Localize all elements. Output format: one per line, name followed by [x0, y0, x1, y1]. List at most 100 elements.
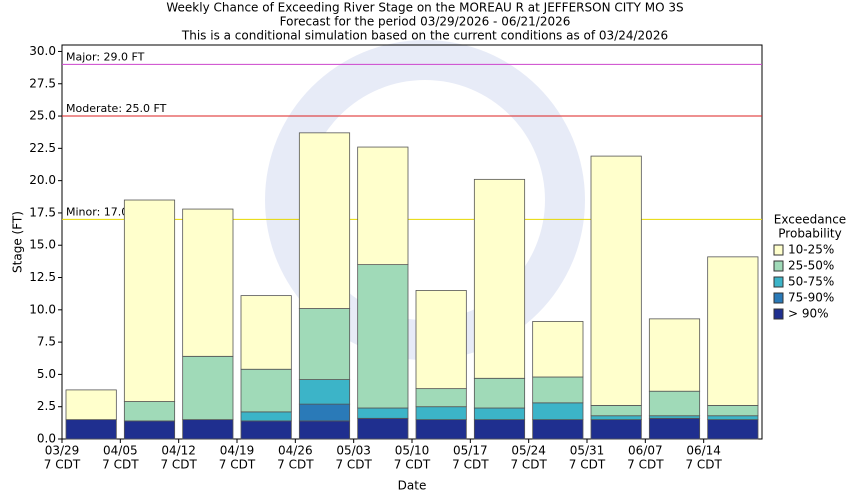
- bar-segment: [707, 419, 759, 440]
- legend-swatch: [773, 260, 784, 272]
- x-tick-label: 04/26: [278, 444, 313, 458]
- y-tick-label: 15.0: [29, 238, 56, 252]
- bar-segment: [648, 390, 701, 417]
- x-tick-label: 05/03: [336, 444, 371, 458]
- bar-segment: [298, 420, 351, 440]
- legend-label: 10-25%: [788, 243, 834, 257]
- bar-segment: [240, 420, 292, 440]
- bar-segment: [240, 295, 292, 370]
- legend-swatch: [773, 276, 784, 288]
- bar-segment: [415, 388, 467, 408]
- bar-segment: [65, 419, 117, 440]
- bar-segment: [532, 376, 584, 404]
- y-tick-label: 30.0: [29, 44, 56, 58]
- legend-title: Probability: [778, 227, 841, 241]
- y-tick-label: 2.5: [37, 399, 56, 413]
- bar-segment: [123, 401, 176, 422]
- bar-segment: [707, 405, 759, 417]
- y-tick-label: 17.5: [29, 205, 56, 219]
- x-tick-label: 05/31: [570, 444, 605, 458]
- legend-label: 25-50%: [788, 259, 834, 273]
- bar-segment: [532, 419, 584, 440]
- x-tick-label: 05/17: [453, 444, 488, 458]
- bar-segment: [473, 178, 526, 379]
- legend-swatch: [773, 292, 784, 304]
- x-tick-label: 04/19: [220, 444, 255, 458]
- legend-swatch: [773, 308, 784, 320]
- bar-segment: [240, 368, 292, 413]
- x-tick-label: 06/14: [686, 444, 721, 458]
- legend-label: > 90%: [788, 307, 829, 321]
- x-tick-time: 7 CDT: [335, 458, 372, 472]
- bar-segment: [532, 321, 584, 378]
- x-tick-time: 7 CDT: [219, 458, 256, 472]
- x-axis-label: Date: [398, 479, 427, 493]
- bar-segment: [415, 419, 467, 440]
- bar-segment: [182, 208, 234, 357]
- x-tick-time: 7 CDT: [510, 458, 547, 472]
- x-tick-label: 04/12: [161, 444, 196, 458]
- y-tick-label: 5.0: [37, 367, 56, 381]
- y-tick-label: 22.5: [29, 141, 56, 155]
- y-tick-label: 12.5: [29, 270, 56, 284]
- bar-segment: [298, 403, 351, 422]
- x-tick-label: 06/07: [628, 444, 663, 458]
- bar-segment: [182, 419, 234, 440]
- bar-segment: [415, 406, 467, 421]
- y-tick-label: 0.0: [37, 432, 56, 446]
- threshold-label: Major: 29.0 FT: [66, 50, 145, 63]
- x-tick-time: 7 CDT: [627, 458, 664, 472]
- chart-title: Weekly Chance of Exceeding River Stage o…: [166, 1, 683, 15]
- bar-segment: [123, 420, 176, 440]
- y-tick-label: 10.0: [29, 302, 56, 316]
- legend-label: 75-90%: [788, 291, 834, 305]
- x-tick-time: 7 CDT: [160, 458, 197, 472]
- bar-segment: [590, 155, 642, 406]
- x-tick-label: 05/10: [395, 444, 430, 458]
- x-tick-time: 7 CDT: [394, 458, 431, 472]
- bar-segment: [590, 415, 642, 421]
- bar-segment: [298, 308, 351, 380]
- x-tick-label: 05/24: [511, 444, 546, 458]
- bar-segment: [357, 417, 409, 440]
- bar-segment: [298, 132, 351, 309]
- y-tick-label: 20.0: [29, 173, 56, 187]
- legend-title: Exceedance: [774, 213, 846, 227]
- bar-segment: [473, 377, 526, 409]
- bar-segment: [357, 264, 409, 409]
- x-tick-label: 04/05: [103, 444, 138, 458]
- bar-segment: [357, 146, 409, 266]
- x-tick-label: 03/29: [45, 444, 80, 458]
- legend-swatch: [773, 244, 784, 256]
- y-tick-label: 25.0: [29, 109, 56, 123]
- bar-segment: [532, 402, 584, 421]
- bar-segment: [357, 407, 409, 419]
- bar-segment: [648, 318, 701, 392]
- chart-subtitle: This is a conditional simulation based o…: [181, 29, 668, 43]
- y-tick-label: 27.5: [29, 76, 56, 90]
- y-axis-label: Stage (FT): [11, 211, 25, 273]
- bar-segment: [415, 290, 467, 390]
- bar-segment: [182, 355, 234, 421]
- x-tick-time: 7 CDT: [685, 458, 722, 472]
- x-tick-time: 7 CDT: [44, 458, 81, 472]
- threshold-label: Moderate: 25.0 FT: [66, 102, 167, 115]
- x-tick-time: 7 CDT: [102, 458, 139, 472]
- bar-segment: [123, 199, 176, 402]
- chart-subtitle: Forecast for the period 03/29/2026 - 06/…: [280, 15, 571, 29]
- legend-label: 50-75%: [788, 275, 834, 289]
- bar-segment: [648, 417, 701, 440]
- bar-segment: [707, 256, 759, 406]
- bar-segment: [590, 405, 642, 417]
- x-tick-time: 7 CDT: [569, 458, 606, 472]
- y-tick-label: 7.5: [37, 335, 56, 349]
- bar-segment: [473, 407, 526, 421]
- bar-segment: [590, 419, 642, 440]
- bar-segment: [298, 379, 351, 405]
- bar-segment: [240, 411, 292, 422]
- bar-segment: [473, 419, 526, 440]
- x-tick-time: 7 CDT: [452, 458, 489, 472]
- bar-segment: [707, 415, 759, 421]
- x-tick-time: 7 CDT: [277, 458, 314, 472]
